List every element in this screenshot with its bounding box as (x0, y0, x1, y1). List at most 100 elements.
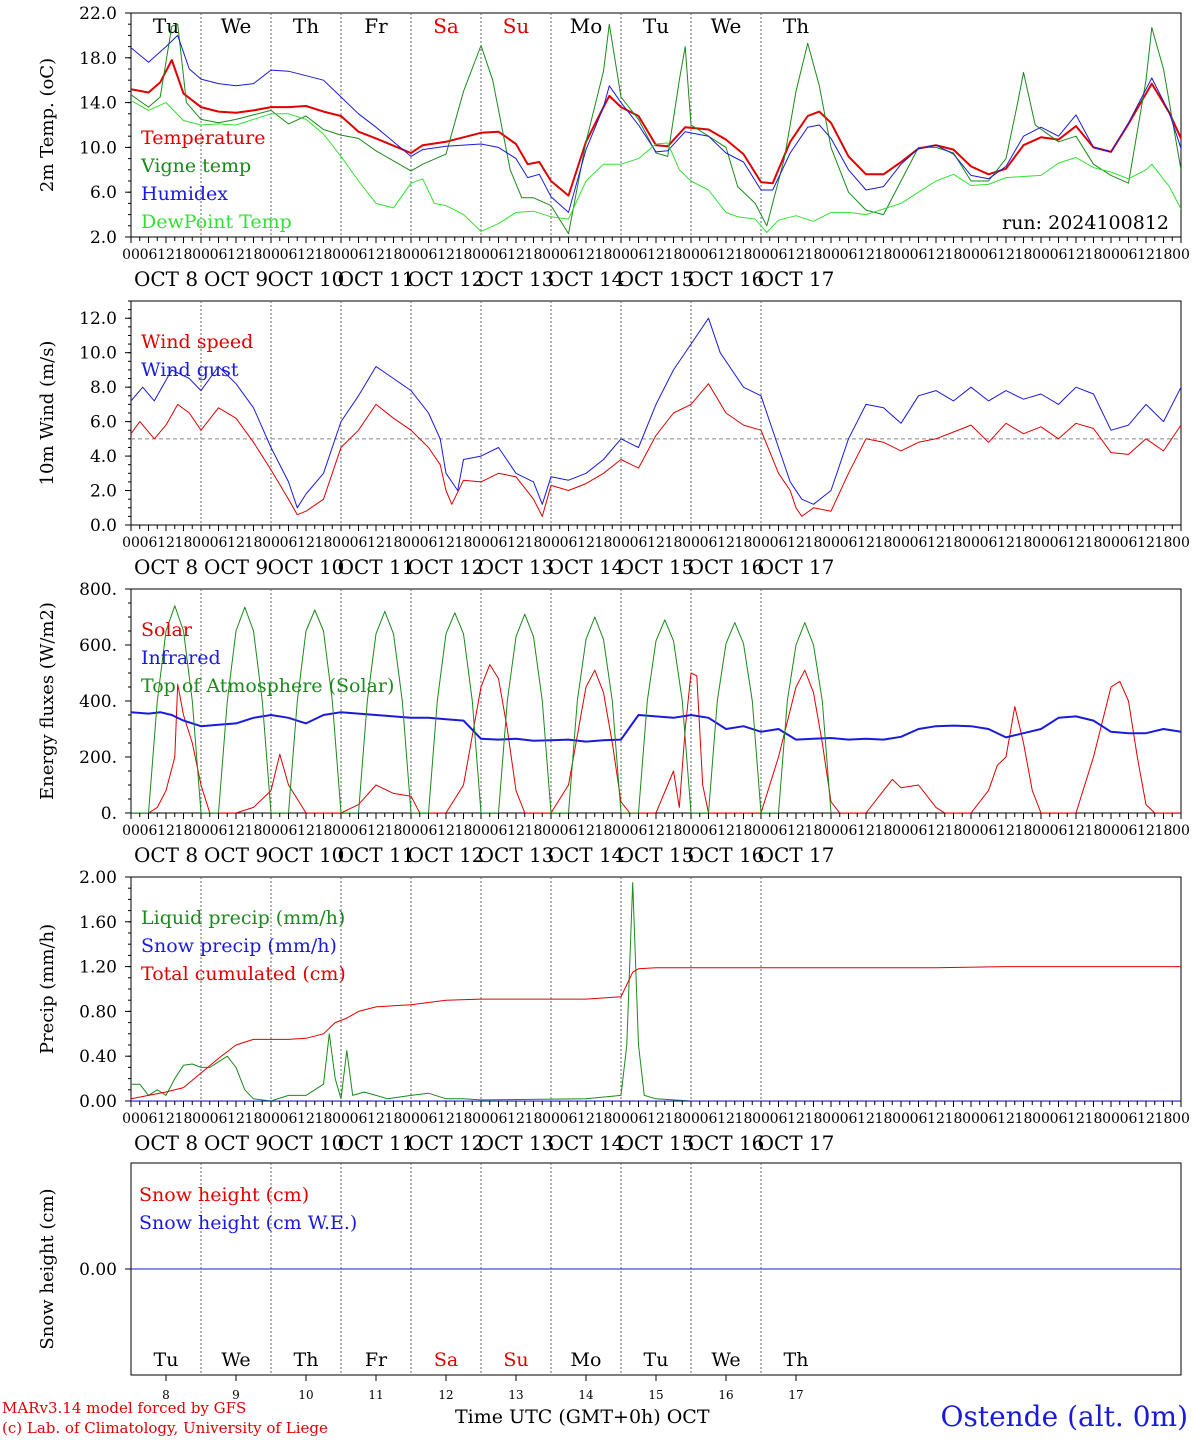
x-hour-label: 00 (1102, 823, 1120, 839)
x-hour-label: 00 (822, 535, 840, 551)
weekday-label: Sa (433, 14, 459, 38)
x-hour-label: 18 (315, 823, 333, 839)
y-tick-label: 400. (79, 692, 117, 712)
model-credit-line: MARv3.14 model forced by GFS (2, 1399, 247, 1417)
x-hour-label: 12 (997, 535, 1015, 551)
x-hour-label: 06 (1050, 535, 1068, 551)
x-hour-label: 00 (1102, 535, 1120, 551)
x-hour-label: 06 (490, 535, 508, 551)
x-hour-label: 00 (262, 247, 280, 263)
x-hour-label: 12 (997, 247, 1015, 263)
x-hour-label: 06 (420, 1111, 438, 1127)
x-hour-label: 18 (595, 247, 613, 263)
legend-entry: Snow height (cm) (139, 1184, 309, 1206)
x-hour-label: 12 (1137, 823, 1155, 839)
x-hour-label: 06 (630, 1111, 648, 1127)
legend-entry: Snow height (cm W.E.) (139, 1212, 357, 1234)
x-date-label: OCT 11 (338, 1131, 415, 1155)
day-number-label: 13 (508, 1388, 523, 1402)
x-hour-label: 00 (892, 823, 910, 839)
x-hour-label: 06 (1050, 1111, 1068, 1127)
x-hour-label: 00 (962, 823, 980, 839)
x-date-label: OCT 17 (758, 555, 835, 579)
x-hour-label: 06 (840, 247, 858, 263)
x-hour-label: 06 (560, 535, 578, 551)
x-date-label: OCT 17 (758, 1131, 835, 1155)
y-axis-label: 10m Wind (m/s) (37, 341, 58, 486)
weekday-label: Mo (571, 1349, 602, 1371)
x-hour-label: 00 (542, 823, 560, 839)
x-hour-label: 00 (892, 247, 910, 263)
x-hour-label: 00 (1172, 823, 1190, 839)
x-hour-label: 00 (262, 1111, 280, 1127)
x-hour-label: 06 (350, 535, 368, 551)
x-hour-label: 00 (192, 247, 210, 263)
x-hour-label: 18 (665, 1111, 683, 1127)
x-hour-label: 00 (612, 535, 630, 551)
y-tick-label: 800. (79, 580, 117, 600)
x-hour-label: 06 (280, 535, 298, 551)
x-hour-label: 00 (542, 247, 560, 263)
x-hour-label: 12 (857, 535, 875, 551)
y-axis-label: Snow height (cm) (37, 1188, 58, 1349)
x-hour-label: 18 (665, 247, 683, 263)
legend-entry: Infrared (141, 647, 221, 669)
x-hour-label: 06 (630, 535, 648, 551)
weekday-label: Th (783, 14, 809, 38)
x-hour-label: 12 (787, 535, 805, 551)
x-hour-label: 06 (280, 247, 298, 263)
x-date-label: OCT 12 (408, 843, 485, 867)
y-tick-label: 2.0 (90, 228, 117, 248)
x-hour-label: 18 (875, 535, 893, 551)
x-hour-label: 12 (507, 1111, 525, 1127)
x-hour-label: 12 (717, 1111, 735, 1127)
legend-entry: Wind speed (141, 331, 253, 353)
x-hour-label: 00 (332, 1111, 350, 1127)
x-hour-label: 12 (227, 535, 245, 551)
x-hour-label: 00 (1032, 823, 1050, 839)
legend-entry: Total cumulated (cm) (141, 963, 346, 985)
y-tick-label: 1.20 (79, 958, 117, 978)
x-hour-label: 06 (840, 1111, 858, 1127)
x-hour-label: 12 (157, 247, 175, 263)
x-hour-label: 18 (805, 1111, 823, 1127)
x-hour-label: 18 (1015, 1111, 1033, 1127)
x-date-label: OCT 14 (548, 843, 625, 867)
day-number-label: 14 (578, 1388, 594, 1402)
x-hour-label: 12 (1067, 247, 1085, 263)
x-hour-label: 12 (647, 823, 665, 839)
x-hour-label: 12 (507, 535, 525, 551)
x-hour-label: 12 (437, 823, 455, 839)
x-hour-label: 18 (1085, 535, 1103, 551)
x-date-label: OCT 11 (338, 843, 415, 867)
plot-frame (130, 12, 1182, 238)
x-hour-label: 00 (122, 1111, 140, 1127)
x-hour-label: 18 (665, 823, 683, 839)
x-hour-label: 18 (525, 823, 543, 839)
x-hour-label: 18 (1085, 247, 1103, 263)
x-date-label: OCT 14 (548, 267, 625, 291)
x-hour-label: 12 (297, 1111, 315, 1127)
x-hour-label: 06 (770, 535, 788, 551)
x-hour-label: 12 (927, 535, 945, 551)
x-date-label: OCT 17 (758, 267, 835, 291)
x-hour-label: 18 (735, 1111, 753, 1127)
x-hour-label: 00 (1102, 1111, 1120, 1127)
y-tick-label: 0. (101, 804, 117, 824)
y-tick-label: 600. (79, 636, 117, 656)
x-hour-label: 00 (822, 823, 840, 839)
x-hour-label: 00 (192, 1111, 210, 1127)
x-date-label: OCT 16 (688, 843, 765, 867)
x-hour-label: 18 (525, 1111, 543, 1127)
x-date-label: OCT 10 (268, 1131, 345, 1155)
series-line-top-of-atmosphere-solar- (131, 605, 832, 813)
x-hour-label: 06 (910, 535, 928, 551)
x-hour-label: 12 (227, 1111, 245, 1127)
x-hour-label: 00 (682, 535, 700, 551)
x-hour-label: 12 (367, 247, 385, 263)
y-tick-label: 2.00 (79, 868, 117, 888)
x-hour-label: 18 (805, 247, 823, 263)
weekday-label: Fr (364, 14, 388, 38)
series-line-dewpoint-temp (131, 99, 1181, 233)
x-hour-label: 00 (262, 535, 280, 551)
